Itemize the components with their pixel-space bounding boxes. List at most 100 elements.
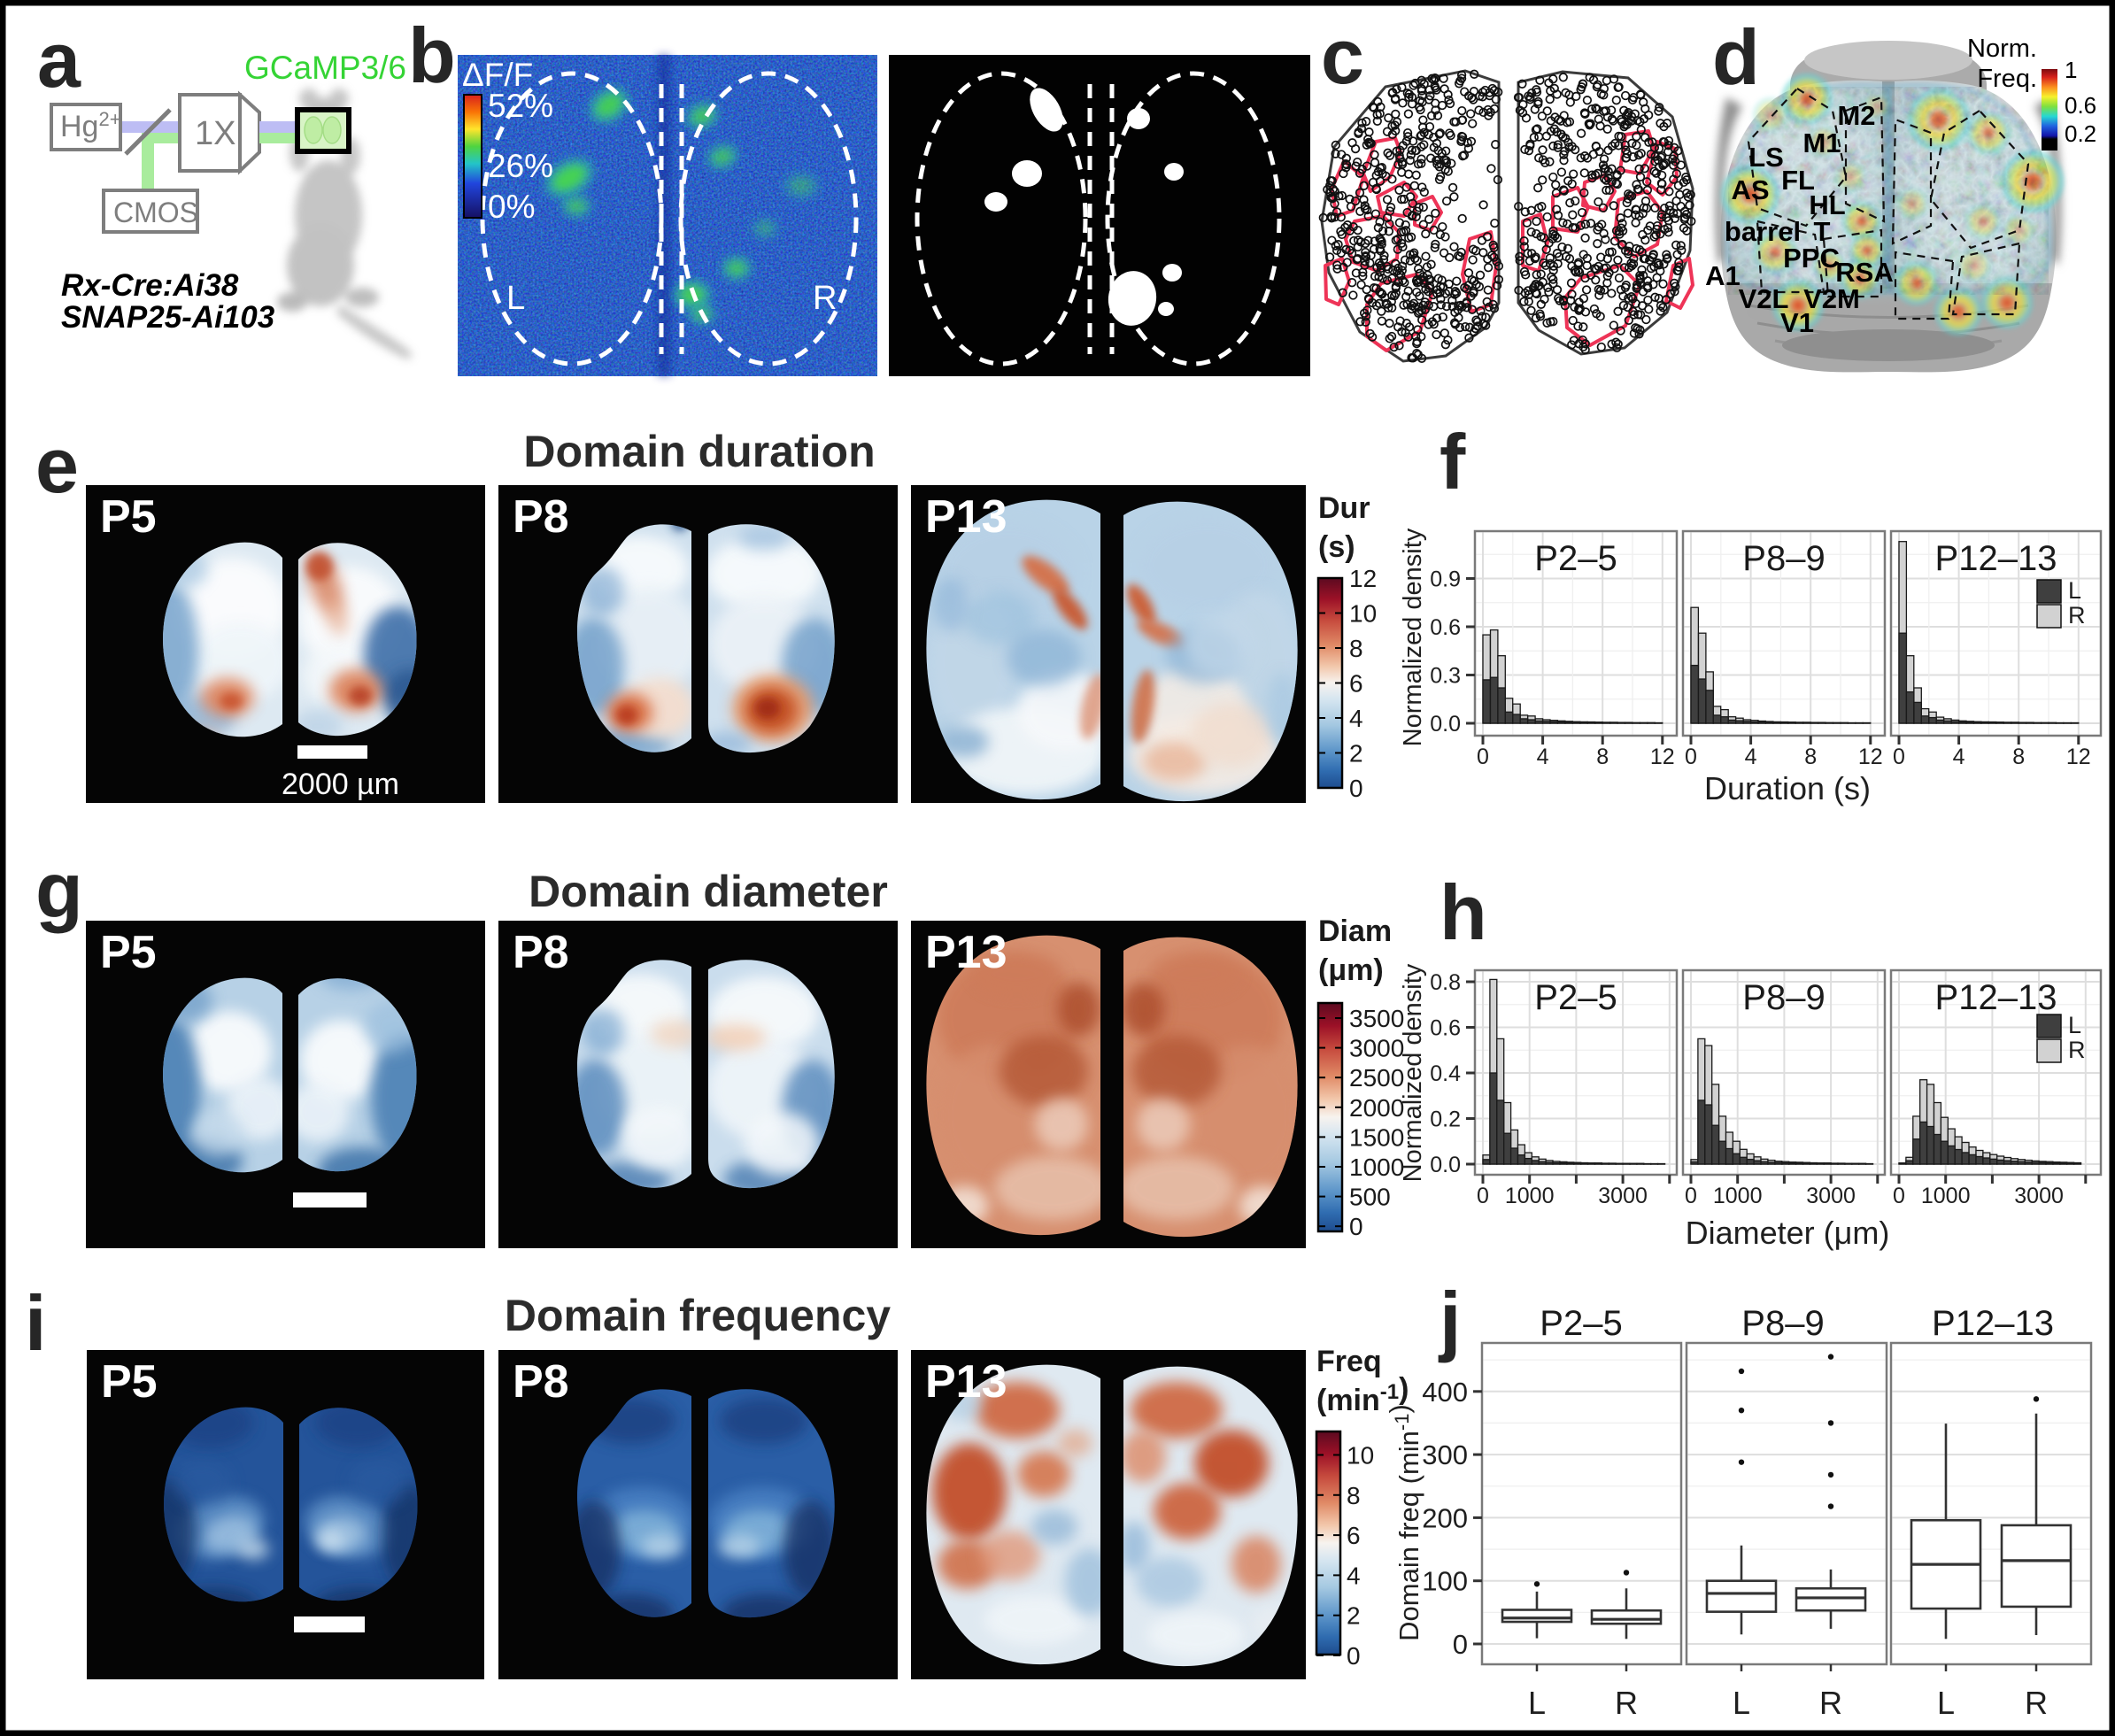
svg-text:GCaMP3/6: GCaMP3/6 [244,50,406,86]
svg-text:4: 4 [1347,1562,1361,1589]
svg-text:Freq: Freq [1316,1345,1382,1378]
svg-text:P13: P13 [925,927,1007,978]
svg-text:8: 8 [1347,1482,1361,1509]
svg-text:P8: P8 [513,1356,569,1408]
svg-text:8: 8 [1804,745,1817,769]
svg-text:0: 0 [1477,745,1489,769]
svg-text:0: 0 [1685,745,1697,769]
svg-text:LS: LS [1748,142,1784,173]
svg-text:2: 2 [1347,1602,1361,1630]
svg-text:T: T [1814,216,1831,247]
svg-text:Freq.: Freq. [1977,65,2037,93]
svg-text:1: 1 [2065,57,2077,83]
svg-text:P12–13: P12–13 [1935,539,2057,578]
svg-text:12: 12 [2066,745,2091,769]
svg-text:L: L [1733,1685,1750,1721]
svg-text:8: 8 [1596,745,1609,769]
svg-text:0.0: 0.0 [1430,712,1461,737]
svg-text:P2–5: P2–5 [1534,539,1617,578]
svg-text:4: 4 [1349,705,1363,732]
svg-text:3000: 3000 [1806,1184,1856,1208]
svg-text:0.2: 0.2 [1430,1107,1461,1132]
svg-text:FL: FL [1781,165,1815,196]
svg-text:0.6: 0.6 [1430,1016,1461,1041]
svg-text:2500: 2500 [1349,1064,1404,1092]
svg-text:M2: M2 [1837,100,1875,131]
svg-text:200: 200 [1422,1502,1468,1533]
svg-text:100: 100 [1422,1566,1468,1597]
svg-text:P2–5: P2–5 [1534,978,1617,1017]
svg-text:P12–13: P12–13 [1932,1304,2054,1343]
svg-text:(s): (s) [1318,530,1355,564]
svg-text:Diameter (μm): Diameter (μm) [1686,1215,1890,1251]
svg-text:2000 µm: 2000 µm [282,768,399,801]
svg-text:HL: HL [1809,189,1845,220]
svg-text:300: 300 [1422,1439,1468,1470]
svg-text:P8: P8 [513,927,569,978]
svg-text:Normalized density: Normalized density [1399,963,1427,1182]
svg-text:3000: 3000 [1598,1184,1648,1208]
svg-text:PPC: PPC [1783,243,1840,274]
svg-text:V1: V1 [1780,307,1814,338]
svg-text:V2L: V2L [1739,283,1789,314]
svg-text:(μm): (μm) [1318,953,1384,987]
svg-text:R: R [1819,1685,1842,1721]
svg-text:400: 400 [1422,1377,1468,1408]
svg-text:12: 12 [1349,565,1377,592]
svg-text:R: R [2068,602,2086,629]
svg-text:R: R [2068,1037,2086,1063]
svg-text:Domain duration: Domain duration [523,427,875,476]
svg-text:1000: 1000 [1921,1184,1971,1208]
svg-text:i: i [25,1279,46,1367]
svg-text:10: 10 [1349,600,1377,628]
svg-text:P13: P13 [925,1356,1007,1408]
svg-text:4: 4 [1953,745,1965,769]
svg-text:6: 6 [1349,670,1363,698]
svg-text:8: 8 [1349,635,1363,662]
svg-text:Domain frequency: Domain frequency [505,1291,891,1340]
svg-text:0.6: 0.6 [2065,92,2096,119]
svg-text:d: d [1712,13,1760,101]
svg-text:4: 4 [1537,745,1549,769]
svg-text:ΔF/F: ΔF/F [462,57,533,93]
svg-text:R: R [2025,1685,2048,1721]
svg-text:0: 0 [1477,1184,1489,1208]
svg-text:0.8: 0.8 [1430,970,1461,995]
svg-text:12: 12 [1650,745,1675,769]
svg-text:0.2: 0.2 [2065,120,2096,147]
svg-text:1X: 1X [195,115,235,152]
svg-text:L: L [2068,577,2081,604]
svg-text:P5: P5 [100,491,157,543]
svg-text:P8: P8 [513,491,569,543]
svg-text:CMOS: CMOS [113,197,198,228]
svg-text:3500: 3500 [1349,1005,1404,1032]
svg-text:R: R [813,280,837,317]
svg-text:8: 8 [2012,745,2025,769]
svg-text:g: g [35,846,83,934]
svg-text:Diam: Diam [1318,914,1392,948]
svg-text:a: a [37,16,81,104]
svg-text:0.6: 0.6 [1430,615,1461,640]
svg-text:3000: 3000 [2014,1184,2064,1208]
svg-text:1500: 1500 [1349,1123,1404,1151]
svg-text:P8–9: P8–9 [1742,978,1825,1017]
svg-text:Domain diameter: Domain diameter [529,867,888,916]
svg-text:500: 500 [1349,1184,1391,1211]
svg-text:0: 0 [1893,745,1905,769]
svg-text:M1: M1 [1802,127,1841,158]
svg-text:0.3: 0.3 [1430,663,1461,688]
svg-text:52%: 52% [488,88,553,124]
svg-text:10: 10 [1347,1442,1374,1470]
svg-text:P2–5: P2–5 [1540,1304,1622,1343]
svg-text:0: 0 [1349,1213,1363,1240]
svg-text:P5: P5 [101,1356,158,1408]
svg-text:P12–13: P12–13 [1935,978,2057,1017]
svg-text:P8–9: P8–9 [1742,539,1825,578]
svg-text:Norm.: Norm. [1967,35,2037,63]
svg-text:6: 6 [1347,1522,1361,1549]
svg-text:L: L [506,280,525,317]
svg-text:L: L [2068,1012,2081,1038]
svg-text:RSA: RSA [1835,257,1893,288]
svg-text:e: e [35,421,79,509]
svg-text:0.9: 0.9 [1430,567,1461,591]
